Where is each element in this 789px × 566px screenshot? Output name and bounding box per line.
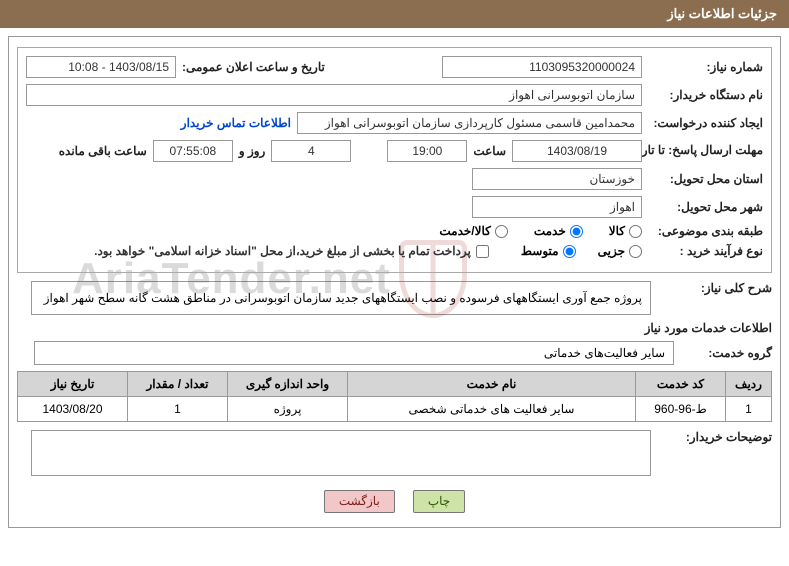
- field-need-no: 1103095320000024: [442, 56, 642, 78]
- th-date: تاریخ نیاز: [18, 372, 128, 397]
- radio-goods-label: کالا: [609, 224, 625, 238]
- row-deadline: مهلت ارسال پاسخ: تا تاریخ: 1403/08/19 سا…: [26, 140, 763, 162]
- row-service-group: گروه خدمت: سایر فعالیت‌های خدماتی: [17, 341, 772, 365]
- td-unit: پروژه: [228, 397, 348, 422]
- radio-service-input[interactable]: [570, 225, 583, 238]
- field-city: اهواز: [472, 196, 642, 218]
- radio-medium-label: متوسط: [521, 244, 559, 258]
- th-qty: تعداد / مقدار: [128, 372, 228, 397]
- th-unit: واحد اندازه گیری: [228, 372, 348, 397]
- radio-minor-label: جزیی: [598, 244, 625, 258]
- radio-goods-input[interactable]: [629, 225, 642, 238]
- back-button[interactable]: بازگشت: [324, 490, 395, 513]
- row-need-number: شماره نیاز: 1103095320000024 تاریخ و ساع…: [26, 56, 763, 78]
- radio-goods-service-input[interactable]: [495, 225, 508, 238]
- label-buyer-org: نام دستگاه خریدار:: [648, 88, 763, 102]
- field-buyer-org: سازمان اتوبوسرانی اهواز: [26, 84, 642, 106]
- row-buyer-org: نام دستگاه خریدار: سازمان اتوبوسرانی اهو…: [26, 84, 763, 106]
- table-row: 1 ط-96-960 سایر فعالیت های خدماتی شخصی پ…: [18, 397, 772, 422]
- label-days-and: روز و: [239, 144, 266, 158]
- td-name: سایر فعالیت های خدماتی شخصی: [348, 397, 636, 422]
- field-requester: محمدامین قاسمی مسئول کارپردازی سازمان ات…: [297, 112, 642, 134]
- page-title: جزئیات اطلاعات نیاز: [667, 6, 777, 21]
- label-announce-date: تاریخ و ساعت اعلان عمومی:: [182, 60, 325, 74]
- main-panel: AriaTender.net شماره نیاز: 1103095320000…: [8, 36, 781, 528]
- row-category: طبقه بندی موضوعی: کالا خدمت کالا/خدمت: [26, 224, 763, 238]
- label-city: شهر محل تحویل:: [648, 200, 763, 214]
- row-summary: شرح کلی نیاز: پروژه جمع آوری ایستگاههای …: [17, 281, 772, 315]
- th-index: ردیف: [726, 372, 772, 397]
- button-row: چاپ بازگشت: [17, 482, 772, 517]
- summary-box: پروژه جمع آوری ایستگاههای فرسوده و نصب ا…: [31, 281, 651, 315]
- services-table: ردیف کد خدمت نام خدمت واحد اندازه گیری ت…: [17, 371, 772, 422]
- td-date: 1403/08/20: [18, 397, 128, 422]
- radio-medium-input[interactable]: [563, 245, 576, 258]
- print-button[interactable]: چاپ: [413, 490, 465, 513]
- label-province: استان محل تحویل:: [648, 172, 763, 186]
- purchase-type-radio-group: جزیی متوسط: [521, 244, 642, 258]
- payment-note-text: پرداخت تمام یا بخشی از مبلغ خرید،از محل …: [94, 244, 471, 258]
- td-index: 1: [726, 397, 772, 422]
- category-radio-group: کالا خدمت کالا/خدمت: [439, 224, 642, 238]
- label-purchase-type: نوع فرآیند خرید :: [648, 244, 763, 258]
- payment-note: پرداخت تمام یا بخشی از مبلغ خرید،از محل …: [94, 244, 489, 258]
- label-service-group: گروه خدمت:: [680, 346, 772, 360]
- label-buyer-notes: توضیحات خریدار:: [657, 430, 772, 444]
- row-city: شهر محل تحویل: اهواز: [26, 196, 763, 218]
- th-code: کد خدمت: [636, 372, 726, 397]
- field-service-group: سایر فعالیت‌های خدماتی: [34, 341, 674, 365]
- row-buyer-notes: توضیحات خریدار:: [17, 430, 772, 476]
- field-province: خوزستان: [472, 168, 642, 190]
- label-remaining: ساعت باقی مانده: [59, 144, 147, 158]
- row-province: استان محل تحویل: خوزستان: [26, 168, 763, 190]
- radio-goods-service-label: کالا/خدمت: [439, 224, 490, 238]
- label-category: طبقه بندی موضوعی:: [648, 224, 763, 238]
- label-need-no: شماره نیاز:: [648, 60, 763, 74]
- page-header: جزئیات اطلاعات نیاز: [0, 0, 789, 28]
- field-deadline-time: 19:00: [387, 140, 467, 162]
- label-summary: شرح کلی نیاز:: [657, 281, 772, 295]
- radio-medium[interactable]: متوسط: [521, 244, 576, 258]
- buyer-contact-link[interactable]: اطلاعات تماس خریدار: [181, 116, 291, 130]
- row-requester: ایجاد کننده درخواست: محمدامین قاسمی مسئو…: [26, 112, 763, 134]
- radio-goods[interactable]: کالا: [609, 224, 642, 238]
- payment-checkbox[interactable]: [476, 245, 489, 258]
- radio-service-label: خدمت: [534, 224, 566, 238]
- field-remaining-days: 4: [271, 140, 351, 162]
- buyer-notes-box: [31, 430, 651, 476]
- label-time: ساعت: [473, 144, 506, 158]
- table-header-row: ردیف کد خدمت نام خدمت واحد اندازه گیری ت…: [18, 372, 772, 397]
- td-code: ط-96-960: [636, 397, 726, 422]
- radio-service[interactable]: خدمت: [534, 224, 583, 238]
- row-purchase-type: نوع فرآیند خرید : جزیی متوسط پرداخت تمام…: [26, 244, 763, 258]
- services-section-title: اطلاعات خدمات مورد نیاز: [17, 321, 772, 335]
- field-announce-date: 1403/08/15 - 10:08: [26, 56, 176, 78]
- td-qty: 1: [128, 397, 228, 422]
- label-deadline: مهلت ارسال پاسخ: تا تاریخ:: [648, 143, 763, 159]
- field-deadline-date: 1403/08/19: [512, 140, 642, 162]
- label-requester: ایجاد کننده درخواست:: [648, 116, 763, 130]
- radio-minor-input[interactable]: [629, 245, 642, 258]
- th-name: نام خدمت: [348, 372, 636, 397]
- radio-goods-service[interactable]: کالا/خدمت: [439, 224, 507, 238]
- radio-minor[interactable]: جزیی: [598, 244, 642, 258]
- details-panel: شماره نیاز: 1103095320000024 تاریخ و ساع…: [17, 47, 772, 273]
- field-remaining-time: 07:55:08: [153, 140, 233, 162]
